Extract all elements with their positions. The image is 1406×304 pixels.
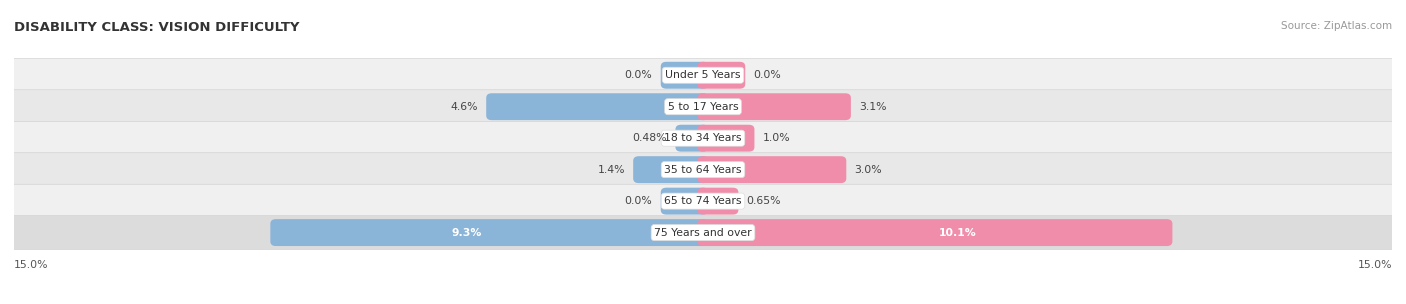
FancyBboxPatch shape [486,93,709,120]
FancyBboxPatch shape [6,184,1400,218]
Text: 9.3%: 9.3% [451,228,482,238]
Text: 0.0%: 0.0% [754,70,782,80]
FancyBboxPatch shape [661,188,709,215]
FancyBboxPatch shape [675,125,709,152]
Text: 10.1%: 10.1% [939,228,977,238]
Text: 1.0%: 1.0% [762,133,790,143]
FancyBboxPatch shape [697,156,846,183]
FancyBboxPatch shape [697,188,738,215]
Text: 3.1%: 3.1% [859,102,887,112]
FancyBboxPatch shape [661,62,709,89]
FancyBboxPatch shape [697,62,745,89]
Text: Source: ZipAtlas.com: Source: ZipAtlas.com [1281,21,1392,31]
FancyBboxPatch shape [697,125,755,152]
FancyBboxPatch shape [6,90,1400,124]
Text: 4.6%: 4.6% [450,102,478,112]
FancyBboxPatch shape [6,58,1400,92]
Text: 0.0%: 0.0% [624,196,652,206]
Text: 15.0%: 15.0% [1357,260,1392,270]
FancyBboxPatch shape [6,121,1400,155]
Text: 75 Years and over: 75 Years and over [654,228,752,238]
FancyBboxPatch shape [270,219,709,246]
Text: Under 5 Years: Under 5 Years [665,70,741,80]
Text: 3.0%: 3.0% [855,165,882,175]
Text: 1.4%: 1.4% [598,165,624,175]
FancyBboxPatch shape [6,216,1400,250]
FancyBboxPatch shape [697,219,1173,246]
FancyBboxPatch shape [633,156,709,183]
FancyBboxPatch shape [6,153,1400,187]
Text: 65 to 74 Years: 65 to 74 Years [664,196,742,206]
FancyBboxPatch shape [697,93,851,120]
Text: 5 to 17 Years: 5 to 17 Years [668,102,738,112]
Text: 0.48%: 0.48% [633,133,668,143]
Text: 18 to 34 Years: 18 to 34 Years [664,133,742,143]
Text: DISABILITY CLASS: VISION DIFFICULTY: DISABILITY CLASS: VISION DIFFICULTY [14,21,299,34]
Text: 0.0%: 0.0% [624,70,652,80]
Text: 0.65%: 0.65% [747,196,782,206]
Text: 35 to 64 Years: 35 to 64 Years [664,165,742,175]
Text: 15.0%: 15.0% [14,260,49,270]
